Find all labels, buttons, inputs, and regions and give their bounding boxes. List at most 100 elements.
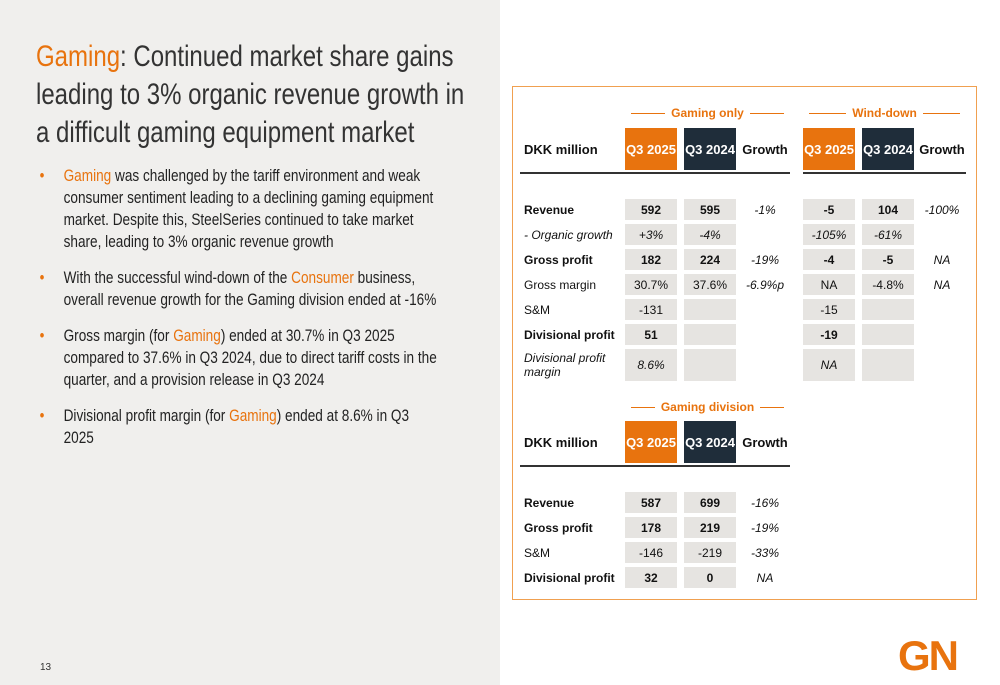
title-segment: Gaming bbox=[36, 40, 121, 73]
table-cell: 104 bbox=[862, 199, 914, 220]
bullet-segment: With the successful wind-down of the bbox=[63, 268, 292, 287]
row-label: Gross profit bbox=[524, 252, 593, 267]
bullet: Gross margin (for Gaming) ended at 30.7%… bbox=[38, 325, 442, 391]
table-cell: 178 bbox=[625, 517, 677, 538]
table-cell: -15 bbox=[803, 299, 855, 320]
header-cell: Growth bbox=[919, 141, 965, 157]
header-cell: Growth bbox=[742, 434, 788, 450]
title-segment: : Continued market share gains leading t… bbox=[36, 40, 465, 149]
bullet-segment: Gaming bbox=[229, 406, 277, 425]
page-number: 13 bbox=[40, 662, 52, 673]
table-cell: -100% bbox=[924, 202, 960, 217]
table-cell: -105% bbox=[803, 224, 855, 245]
bullet-segment: Consumer bbox=[291, 268, 354, 287]
table-cell: -1% bbox=[754, 202, 776, 217]
table-cell: NA bbox=[933, 252, 951, 267]
table-cell: 8.6% bbox=[625, 349, 677, 381]
bullet-segment: ) ended at 30.7% in Q3 2025 compared to … bbox=[63, 326, 437, 389]
bullet: Gaming was challenged by the tariff envi… bbox=[38, 165, 442, 253]
table-cell: -16% bbox=[750, 495, 779, 510]
table-cell: NA bbox=[756, 570, 774, 585]
bullet-segment: Gross margin (for bbox=[63, 326, 174, 345]
table-cell: -33% bbox=[750, 545, 779, 560]
group-line bbox=[809, 112, 847, 114]
table-cell: -5 bbox=[803, 199, 855, 220]
header-cell: Q3 2025 bbox=[625, 421, 677, 463]
table-cell: -4.8% bbox=[862, 274, 914, 295]
table-cell: -61% bbox=[862, 224, 914, 245]
group-line bbox=[922, 112, 961, 114]
row-label: Divisional profit margin bbox=[524, 351, 606, 379]
row-label: - Organic growth bbox=[524, 227, 613, 242]
table-cell bbox=[862, 349, 914, 381]
table-cell: 595 bbox=[684, 199, 736, 220]
table-cell: -146 bbox=[625, 542, 677, 563]
table-cell: 30.7% bbox=[625, 274, 677, 295]
table-cell: -5 bbox=[862, 249, 914, 270]
header-cell: Q3 2025 bbox=[625, 128, 677, 170]
table-cell: 32 bbox=[625, 567, 677, 588]
table-cell: 592 bbox=[625, 199, 677, 220]
logo: GN bbox=[898, 632, 959, 679]
table-cell: 51 bbox=[625, 324, 677, 345]
row-label: S&M bbox=[524, 302, 551, 317]
table-cell: 37.6% bbox=[684, 274, 736, 295]
group-line bbox=[631, 112, 666, 114]
header-cell: DKK million bbox=[524, 434, 598, 450]
header-rule bbox=[803, 172, 966, 174]
header-rule bbox=[520, 172, 790, 174]
row-label: Gross profit bbox=[524, 520, 593, 535]
header-cell: DKK million bbox=[524, 141, 598, 157]
table-cell: NA bbox=[803, 274, 855, 295]
table-cell: -19% bbox=[750, 252, 779, 267]
row-label: S&M bbox=[524, 545, 551, 560]
table-cell: NA bbox=[803, 349, 855, 381]
row-label: Revenue bbox=[524, 202, 575, 217]
header-cell: Growth bbox=[742, 141, 788, 157]
slide-title: Gaming: Continued market share gains lea… bbox=[36, 38, 484, 152]
row-label: Gross margin bbox=[524, 277, 597, 292]
table-cell: -219 bbox=[684, 542, 736, 563]
table-cell bbox=[862, 324, 914, 345]
group-label: Wind-down bbox=[803, 105, 966, 121]
table-cell: -4% bbox=[684, 224, 736, 245]
row-label: Divisional profit bbox=[524, 327, 615, 342]
table-cell: -19 bbox=[803, 324, 855, 345]
header-rule bbox=[520, 465, 790, 467]
group-text: Gaming only bbox=[671, 106, 744, 120]
table-cell bbox=[684, 349, 736, 381]
group-text: Wind-down bbox=[852, 106, 917, 120]
bullet-list: Gaming was challenged by the tariff envi… bbox=[38, 165, 442, 463]
header-cell: Q3 2024 bbox=[862, 128, 914, 170]
header-cell: Q3 2024 bbox=[684, 128, 736, 170]
bullet: Divisional profit margin (for Gaming) en… bbox=[38, 405, 442, 449]
group-text: Gaming division bbox=[660, 400, 755, 414]
table-cell: -6.9%p bbox=[745, 277, 785, 292]
bullet-segment: business, overall revenue growth for the… bbox=[63, 268, 437, 309]
table-cell: 224 bbox=[684, 249, 736, 270]
header-cell: Q3 2024 bbox=[684, 421, 736, 463]
bullet: With the successful wind-down of the Con… bbox=[38, 267, 442, 311]
table-cell bbox=[684, 299, 736, 320]
table-cell: 0 bbox=[684, 567, 736, 588]
group-label: Gaming only bbox=[625, 105, 790, 121]
table-cell: -19% bbox=[750, 520, 779, 535]
bullet-segment: Divisional profit margin (for bbox=[63, 406, 230, 425]
table-cell: 219 bbox=[684, 517, 736, 538]
table-box bbox=[512, 86, 977, 600]
group-line bbox=[631, 406, 655, 408]
table-cell: -4 bbox=[803, 249, 855, 270]
table-cell: 699 bbox=[684, 492, 736, 513]
bullet-segment: Gaming bbox=[173, 326, 221, 345]
table-cell bbox=[684, 324, 736, 345]
bullet-segment: was challenged by the tariff environment… bbox=[63, 166, 434, 251]
bullet-segment: Gaming bbox=[63, 166, 112, 185]
row-label: Revenue bbox=[524, 495, 575, 510]
bullet-segment: ) ended at 8.6% in Q3 2025 bbox=[63, 406, 410, 447]
group-line bbox=[760, 406, 785, 408]
header-cell: Q3 2025 bbox=[803, 128, 855, 170]
table-cell: -131 bbox=[625, 299, 677, 320]
table-cell: 587 bbox=[625, 492, 677, 513]
table-cell: NA bbox=[933, 277, 951, 292]
